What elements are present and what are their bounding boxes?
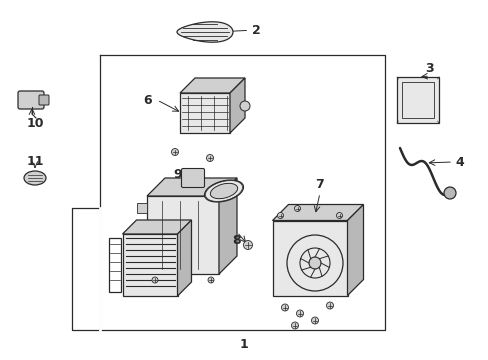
- Circle shape: [336, 212, 342, 219]
- Polygon shape: [147, 178, 237, 196]
- Polygon shape: [272, 204, 363, 220]
- Polygon shape: [177, 220, 191, 296]
- Ellipse shape: [299, 248, 329, 278]
- Circle shape: [277, 212, 283, 219]
- Circle shape: [443, 187, 455, 199]
- Circle shape: [207, 277, 214, 283]
- Bar: [137, 257, 147, 267]
- Text: 1: 1: [239, 338, 248, 351]
- Polygon shape: [147, 196, 219, 274]
- Text: 8: 8: [232, 234, 241, 247]
- Text: 11: 11: [26, 155, 43, 168]
- Text: 5: 5: [148, 252, 157, 265]
- Ellipse shape: [204, 180, 243, 202]
- Text: 6: 6: [143, 94, 152, 107]
- Polygon shape: [180, 93, 229, 133]
- Circle shape: [326, 302, 333, 309]
- Ellipse shape: [210, 183, 237, 199]
- Polygon shape: [229, 78, 244, 133]
- Circle shape: [171, 148, 178, 156]
- Polygon shape: [272, 220, 347, 296]
- Circle shape: [281, 304, 288, 311]
- Bar: [137, 203, 147, 213]
- FancyBboxPatch shape: [181, 168, 204, 188]
- Polygon shape: [347, 204, 363, 296]
- Circle shape: [152, 277, 158, 283]
- Circle shape: [243, 240, 252, 249]
- Bar: [396, 77, 438, 123]
- Polygon shape: [122, 234, 177, 296]
- FancyBboxPatch shape: [18, 91, 44, 109]
- Ellipse shape: [24, 171, 46, 185]
- Circle shape: [206, 154, 213, 162]
- Circle shape: [294, 206, 300, 211]
- Polygon shape: [219, 178, 237, 274]
- Polygon shape: [177, 22, 232, 42]
- Bar: [401, 82, 433, 118]
- Circle shape: [240, 101, 249, 111]
- Text: 4: 4: [454, 156, 463, 168]
- Polygon shape: [180, 78, 244, 93]
- Circle shape: [291, 322, 298, 329]
- Text: 10: 10: [26, 117, 43, 130]
- Text: 2: 2: [219, 23, 260, 36]
- Circle shape: [296, 310, 303, 317]
- Text: 3: 3: [425, 62, 433, 75]
- Ellipse shape: [308, 257, 320, 269]
- Circle shape: [311, 317, 318, 324]
- Text: 9: 9: [173, 168, 182, 181]
- FancyBboxPatch shape: [39, 95, 49, 105]
- Polygon shape: [122, 220, 191, 234]
- Text: 7: 7: [315, 179, 324, 192]
